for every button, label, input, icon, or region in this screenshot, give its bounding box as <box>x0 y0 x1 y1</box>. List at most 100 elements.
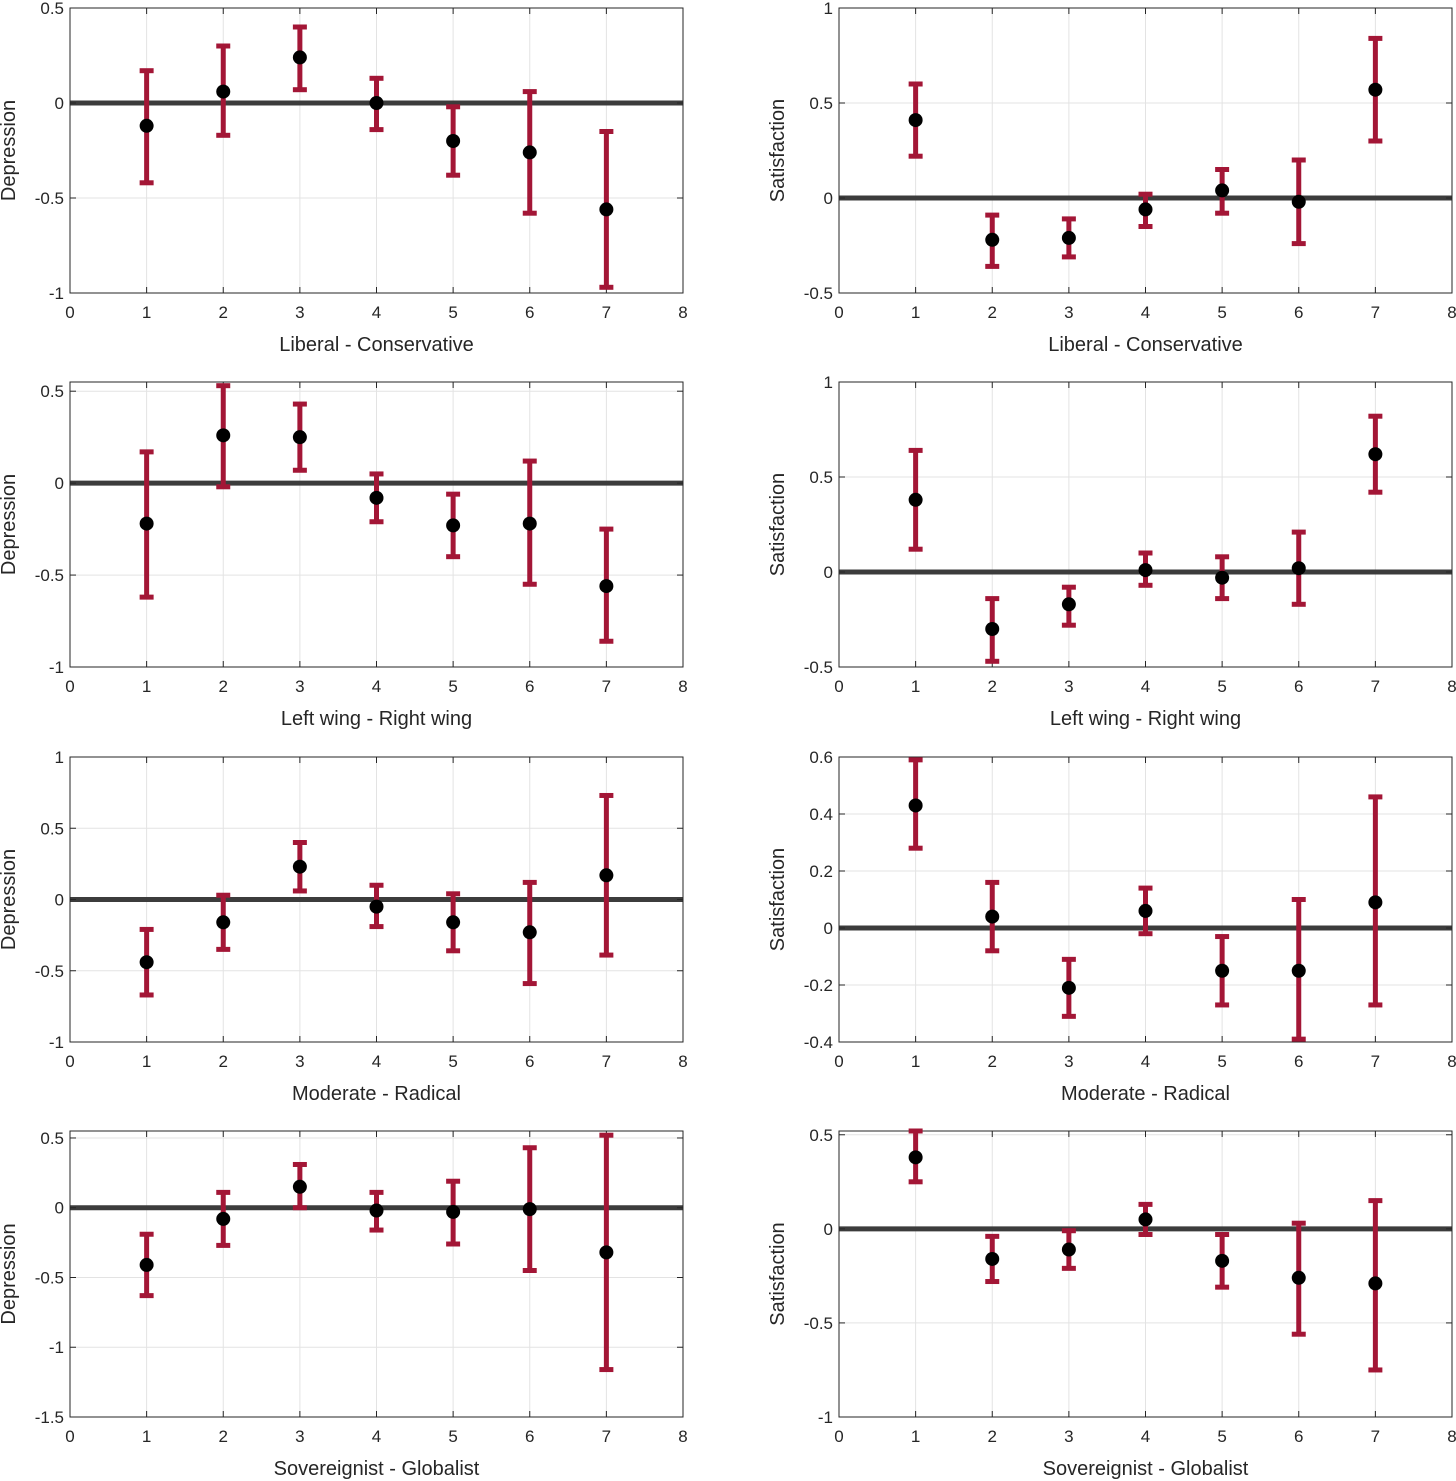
data-point <box>908 492 923 507</box>
x-tick-label: 6 <box>1294 1427 1303 1446</box>
y-tick-label: 0 <box>824 189 833 208</box>
data-point <box>139 516 154 531</box>
x-tick-label: 7 <box>602 1427 611 1446</box>
x-tick-label: 0 <box>834 303 843 322</box>
x-tick-label: 5 <box>448 677 457 696</box>
x-tick-label: 1 <box>142 303 151 322</box>
x-tick-label: 4 <box>1141 1052 1150 1071</box>
x-tick-label: 3 <box>1064 677 1073 696</box>
x-axis-label: Left wing - Right wing <box>1050 708 1241 730</box>
y-tick-label: -0.4 <box>804 1033 833 1052</box>
data-point <box>216 1211 231 1226</box>
x-tick-label: 1 <box>142 677 151 696</box>
data-point <box>1061 980 1076 995</box>
data-point <box>1215 570 1230 585</box>
y-tick-label: 0 <box>55 94 64 113</box>
data-point <box>1368 895 1383 910</box>
x-tick-label: 7 <box>1371 1052 1380 1071</box>
data-point <box>216 915 231 930</box>
data-point <box>446 1204 461 1219</box>
data-point <box>1291 194 1306 209</box>
y-axis-label: Depression <box>0 474 20 575</box>
x-tick-label: 2 <box>988 1052 997 1071</box>
data-point <box>599 868 614 883</box>
x-tick-label: 8 <box>1447 677 1456 696</box>
x-tick-label: 6 <box>1294 303 1303 322</box>
x-axis-label: Left wing - Right wing <box>281 708 472 730</box>
data-point <box>1138 563 1153 578</box>
y-tick-label: 0.5 <box>809 468 833 487</box>
data-point <box>599 1245 614 1260</box>
x-tick-label: 5 <box>448 1052 457 1071</box>
x-tick-label: 2 <box>219 677 228 696</box>
data-point <box>1291 561 1306 576</box>
y-tick-label: 1 <box>824 0 833 18</box>
panel-6: 0 1 2 3 4 5 6 7 8 -0.4 -0.2 0 0.2 0.4 0.6 Moderate - Ra… <box>767 748 1456 1105</box>
x-tick-label: 3 <box>295 1052 304 1071</box>
data-point <box>1368 1276 1383 1291</box>
data-point <box>369 490 384 505</box>
y-tick-label: -0.5 <box>35 1268 64 1287</box>
y-tick-label: 1 <box>55 748 64 767</box>
y-tick-label: 0.5 <box>809 1126 833 1145</box>
data-point <box>1061 230 1076 245</box>
x-tick-label: 3 <box>1064 303 1073 322</box>
x-tick-label: 2 <box>988 677 997 696</box>
y-tick-label: 0.2 <box>809 862 833 881</box>
y-tick-label: 0.5 <box>40 0 64 18</box>
x-tick-label: 4 <box>372 677 381 696</box>
x-tick-label: 3 <box>295 1427 304 1446</box>
y-tick-label: 0.6 <box>809 748 833 767</box>
x-tick-label: 7 <box>602 1052 611 1071</box>
data-point <box>522 145 537 160</box>
x-tick-label: 4 <box>372 1052 381 1071</box>
data-point <box>369 899 384 914</box>
y-tick-label: -1 <box>49 1033 64 1052</box>
x-tick-label: 8 <box>1447 1427 1456 1446</box>
x-tick-label: 3 <box>1064 1052 1073 1071</box>
x-tick-label: 0 <box>834 677 843 696</box>
data-point <box>1368 82 1383 97</box>
data-point <box>1291 963 1306 978</box>
data-point <box>369 96 384 110</box>
x-tick-label: 1 <box>142 1427 151 1446</box>
x-tick-label: 7 <box>1371 677 1380 696</box>
data-point <box>908 1150 923 1165</box>
panel-7: 0 1 2 3 4 5 6 7 8 -1.5 -1 -0.5 0 0.5 Sovereignist - Gl… <box>0 1129 688 1480</box>
y-tick-label: 0.5 <box>40 382 64 401</box>
data-point <box>1215 963 1230 978</box>
x-tick-label: 1 <box>911 1427 920 1446</box>
x-tick-label: 4 <box>1141 677 1150 696</box>
y-tick-label: 0 <box>824 919 833 938</box>
panel-8: 0 1 2 3 4 5 6 7 8 -1 -0.5 0 0.5 Sovereignist - Global… <box>767 1126 1456 1480</box>
x-tick-label: 5 <box>1217 303 1226 322</box>
data-point <box>1215 1253 1230 1268</box>
y-axis-label: Satisfaction <box>767 99 789 202</box>
y-tick-label: 0.5 <box>40 1129 64 1148</box>
data-point <box>1291 1270 1306 1285</box>
data-point <box>599 202 614 217</box>
x-tick-label: 6 <box>525 1052 534 1071</box>
x-tick-label: 8 <box>678 303 687 322</box>
x-tick-label: 1 <box>911 303 920 322</box>
y-tick-label: 0 <box>55 1199 64 1218</box>
x-tick-label: 6 <box>525 677 534 696</box>
x-tick-label: 2 <box>219 1427 228 1446</box>
y-tick-label: -1 <box>818 1408 833 1427</box>
data-point <box>1061 1242 1076 1257</box>
data-point <box>599 579 614 594</box>
x-axis-label: Sovereignist - Globalist <box>1043 1458 1249 1480</box>
x-tick-label: 0 <box>65 1052 74 1071</box>
y-tick-label: 1 <box>824 373 833 392</box>
y-tick-label: 0 <box>55 474 64 493</box>
data-point <box>292 430 307 445</box>
data-point <box>446 134 461 148</box>
x-tick-label: 6 <box>1294 1052 1303 1071</box>
data-point <box>1138 903 1153 918</box>
data-point <box>369 1203 384 1218</box>
x-tick-label: 7 <box>602 677 611 696</box>
x-axis-label: Liberal - Conservative <box>1048 334 1243 356</box>
y-tick-label: 0 <box>824 563 833 582</box>
